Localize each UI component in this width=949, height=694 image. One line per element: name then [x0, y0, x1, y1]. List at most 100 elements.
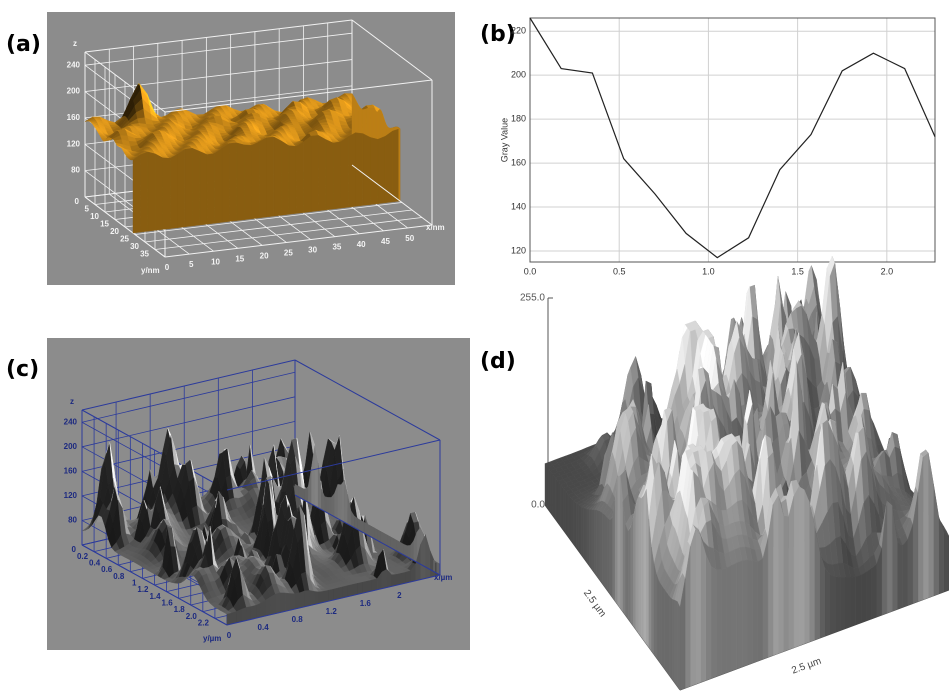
- x-tick-label: 0: [227, 631, 232, 640]
- grid-line: [84, 32, 353, 66]
- x-axis-label: 2.5 µm: [790, 656, 823, 677]
- surface-side: [177, 148, 186, 228]
- surface-side: [313, 591, 320, 605]
- surface-side: [333, 587, 339, 601]
- z-tick-label: 240: [64, 417, 78, 426]
- surface-side: [327, 497, 332, 516]
- box-edge: [351, 19, 433, 81]
- plot-area: [530, 18, 935, 262]
- x-tick-label: 35: [332, 243, 341, 252]
- surface-side: [396, 573, 402, 586]
- surface-side: [260, 599, 266, 618]
- y-axis-label: 2.5 µm: [581, 588, 608, 619]
- z-axis-label: z: [70, 397, 74, 406]
- box-edge: [81, 544, 228, 626]
- surface-side: [337, 484, 342, 521]
- z-tick-label: 0.0: [531, 500, 545, 511]
- surface-side: [303, 135, 312, 213]
- data-line: [529, 17, 936, 259]
- surface-side: [401, 571, 407, 585]
- z-tick-label: 160: [64, 466, 78, 475]
- surface-side: [372, 578, 378, 592]
- surface-side: [362, 133, 371, 206]
- y-tick-label: 1.4: [149, 592, 161, 601]
- surface-side: [236, 608, 242, 623]
- surface-side: [340, 136, 349, 209]
- panel-label: (a): [6, 32, 41, 57]
- surface-side: [331, 492, 335, 518]
- y-tick-label: 2.0: [186, 612, 198, 621]
- surface-side: [265, 596, 271, 617]
- y-tick-label: 180: [511, 113, 526, 123]
- y-tick-label: 15: [100, 220, 109, 229]
- surface-side: [347, 584, 354, 597]
- surface-side: [370, 137, 378, 205]
- surface-side: [355, 132, 364, 207]
- surface-side: [296, 141, 304, 214]
- surface-side: [140, 151, 149, 233]
- x-axis-label: x/nm: [426, 223, 445, 232]
- surface-side: [323, 589, 329, 603]
- panel-label: (c): [6, 357, 39, 382]
- x-tick-label: 0.0: [524, 266, 537, 276]
- y-tick-label: 20: [110, 227, 119, 236]
- z-tick-label: 80: [71, 166, 80, 175]
- y-tick-label: 2.2: [198, 618, 210, 627]
- surface-side: [288, 145, 297, 215]
- plot-frame: [529, 17, 936, 263]
- grid-line: [81, 396, 296, 448]
- y-tick-label: 1: [132, 578, 137, 587]
- surface-side: [377, 136, 386, 204]
- surface-side: [328, 588, 334, 602]
- x-tick-label: 25: [284, 249, 293, 258]
- surface-side: [206, 153, 215, 225]
- surface-side: [270, 593, 276, 616]
- surface-side: [304, 590, 310, 608]
- x-tick-label: 1.2: [326, 607, 338, 616]
- y-tick-label: 220: [511, 26, 526, 36]
- surface-side: [169, 153, 178, 229]
- y-tick-label: 0.6: [101, 565, 113, 574]
- surface-side: [357, 581, 363, 595]
- surface-side: [398, 127, 401, 202]
- box-edge: [84, 196, 166, 258]
- box-edge: [164, 79, 433, 113]
- z-tick-label: 200: [67, 87, 81, 96]
- surface-side: [362, 580, 368, 594]
- surface-side: [318, 135, 326, 212]
- surface-side: [229, 142, 238, 222]
- surface-side: [275, 592, 281, 614]
- y-tick-label: 0.8: [113, 572, 125, 581]
- surface-side: [192, 147, 201, 227]
- surface-side: [310, 135, 319, 212]
- x-tick-label: 5: [189, 260, 194, 269]
- surface-side: [391, 574, 397, 587]
- surface-side: [281, 140, 289, 216]
- surface: [81, 427, 441, 626]
- grid-line: [134, 202, 403, 235]
- box-edge: [81, 409, 228, 491]
- box-edge: [84, 51, 166, 113]
- y-tick-label: 0.4: [89, 558, 101, 567]
- surface-side: [294, 592, 300, 610]
- surface-side: [347, 132, 356, 208]
- surface-side: [340, 479, 345, 523]
- surface-side: [155, 153, 163, 231]
- x-tick-label: 0: [165, 263, 170, 272]
- y-axis-label: y/µm: [203, 634, 221, 643]
- grid-line: [144, 209, 413, 243]
- x-tick-label: 50: [405, 234, 414, 243]
- y-tick-label: 25: [120, 235, 129, 244]
- x-tick-label: 0.8: [292, 615, 304, 624]
- y-axis-label: y/nm: [141, 266, 160, 275]
- surface-side: [251, 141, 260, 220]
- surface-side: [226, 612, 233, 626]
- grid-line: [81, 420, 296, 472]
- y-tick-label: 1.2: [137, 585, 149, 594]
- surface-side: [244, 144, 252, 220]
- surface-side: [214, 147, 223, 224]
- surface-side: [221, 143, 230, 223]
- y-tick-label: 10: [90, 212, 99, 221]
